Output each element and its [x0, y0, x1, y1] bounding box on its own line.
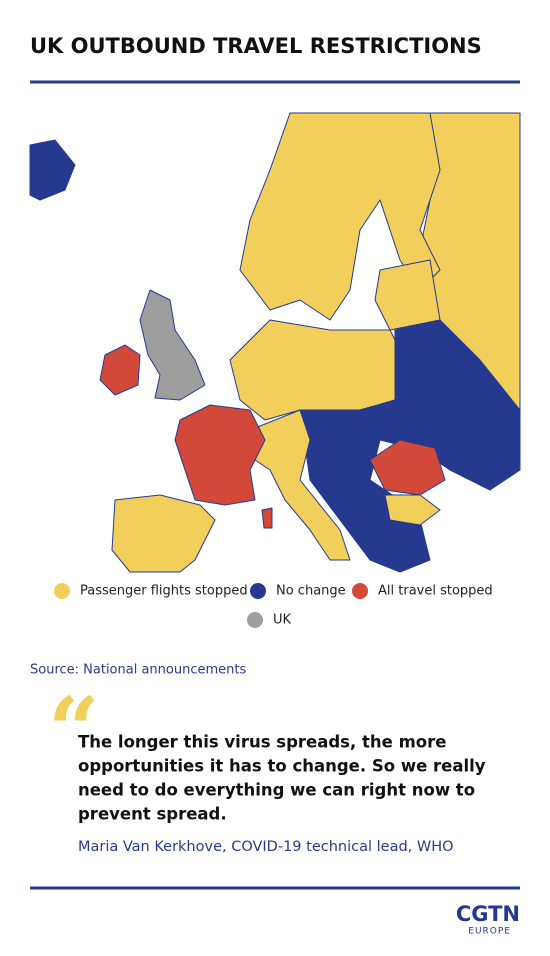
- quote-line: opportunities it has to change. So we re…: [78, 757, 486, 776]
- region: [384, 494, 441, 526]
- legend-label: UK: [273, 613, 292, 628]
- quote-line: The longer this virus spreads, the more: [78, 733, 446, 752]
- region: [229, 319, 401, 421]
- region: [29, 139, 76, 201]
- region: [359, 319, 521, 491]
- quote-line: need to do everything we can right now t…: [78, 781, 475, 800]
- quote: The longer this virus spreads, the more o…: [78, 733, 486, 824]
- legend-swatch: [352, 583, 368, 599]
- title: UK OUTBOUND TRAVEL RESTRICTIONS: [30, 34, 482, 58]
- quote-line: prevent spread.: [78, 805, 227, 824]
- region: [261, 507, 273, 529]
- region: [374, 259, 441, 331]
- region: [249, 409, 351, 561]
- quote-mark: “: [48, 678, 100, 784]
- region: [299, 409, 431, 573]
- region: [369, 439, 446, 496]
- logo: CGTN: [456, 902, 520, 926]
- legend-swatch: [54, 583, 70, 599]
- source: Source: National announcements: [30, 663, 246, 678]
- region: [174, 404, 266, 506]
- legend-swatch: [247, 612, 263, 628]
- region: [239, 112, 441, 321]
- attribution: Maria Van Kerkhove, COVID-19 technical l…: [78, 839, 454, 855]
- region: [99, 344, 141, 396]
- legend: Passenger flights stopped No change All tr…: [54, 583, 493, 628]
- region: [111, 494, 216, 573]
- legend-label: All travel stopped: [378, 584, 493, 599]
- logo-region: EUROPE: [468, 927, 511, 937]
- legend-swatch: [250, 583, 266, 599]
- legend-label: No change: [276, 584, 346, 599]
- map: [29, 112, 521, 573]
- region: [139, 289, 206, 401]
- legend-label: Passenger flights stopped: [80, 584, 248, 599]
